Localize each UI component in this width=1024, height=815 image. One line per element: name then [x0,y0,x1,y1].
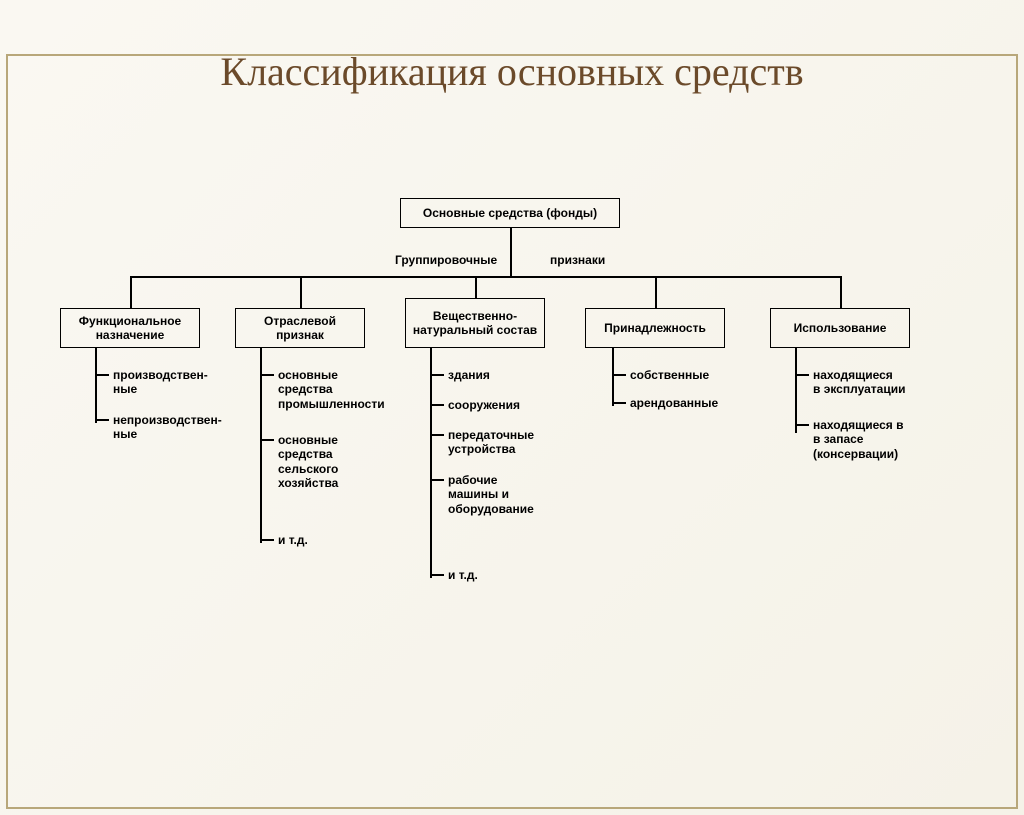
list-stem-4 [795,348,797,433]
subtitle-left: Группировочные [395,253,497,267]
list-item-4-0: находящиесяв эксплуатации [813,368,963,397]
category-box-2: Вещественно-натуральный состав [405,298,545,348]
connector-bus [130,276,840,278]
list-tick-3-1 [612,402,626,404]
list-item-1-0: основныесредствапромышленности [278,368,428,411]
connector-drop-1 [300,276,302,308]
list-item-3-1: арендованные [630,396,780,410]
list-item-1-1: основныесредствасельскогохозяйства [278,433,428,491]
classification-diagram: Основные средства (фонды) Группировочные п… [40,198,984,758]
list-tick-2-1 [430,404,444,406]
list-item-2-4: и т.д. [448,568,598,582]
list-stem-3 [612,348,614,406]
root-node: Основные средства (фонды) [400,198,620,228]
list-item-0-0: производствен-ные [113,368,263,397]
category-box-4: Использование [770,308,910,348]
list-tick-1-1 [260,439,274,441]
list-tick-0-0 [95,374,109,376]
connector-drop-3 [655,276,657,308]
connector-drop-2 [475,276,477,298]
list-item-2-0: здания [448,368,598,382]
list-item-3-0: собственные [630,368,780,382]
subtitle-right: признаки [550,253,605,267]
list-tick-3-0 [612,374,626,376]
list-item-2-2: передаточныеустройства [448,428,598,457]
list-tick-1-2 [260,539,274,541]
list-item-2-1: сооружения [448,398,598,412]
list-stem-1 [260,348,262,543]
list-tick-2-0 [430,374,444,376]
list-tick-2-2 [430,434,444,436]
list-tick-2-3 [430,479,444,481]
list-item-1-2: и т.д. [278,533,428,547]
list-stem-2 [430,348,432,578]
category-box-3: Принадлежность [585,308,725,348]
list-item-0-1: непроизводствен-ные [113,413,263,442]
page-title: Классификация основных средств [0,48,1024,95]
list-tick-0-1 [95,419,109,421]
list-item-2-3: рабочиемашины иоборудование [448,473,598,516]
list-item-4-1: находящиеся вв запасе(консервации) [813,418,963,461]
list-tick-4-0 [795,374,809,376]
list-tick-1-0 [260,374,274,376]
list-stem-0 [95,348,97,423]
connector-drop-4 [840,276,842,308]
connector-drop-0 [130,276,132,308]
list-tick-4-1 [795,424,809,426]
list-tick-2-4 [430,574,444,576]
category-box-1: Отраслевой признак [235,308,365,348]
connector-root-down [510,228,512,276]
category-box-0: Функциональное назначение [60,308,200,348]
